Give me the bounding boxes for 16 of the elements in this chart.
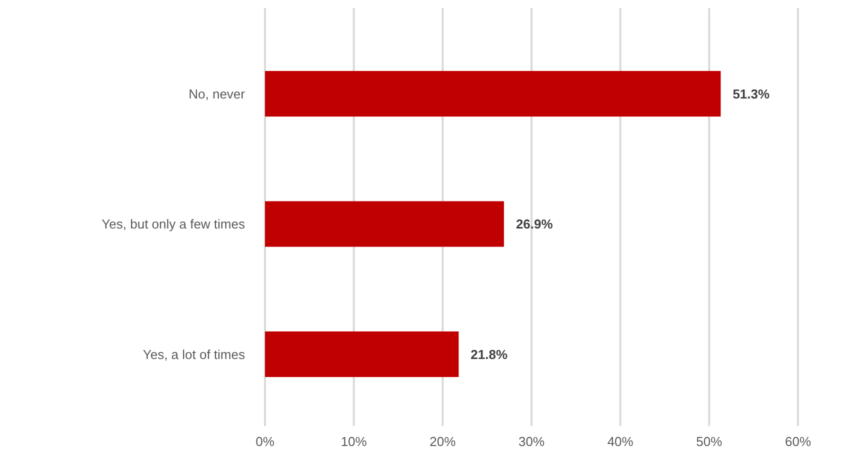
y-tick-label: Yes, but only a few times [102,216,246,232]
data-label: 26.9% [516,216,554,232]
x-tick-label: 50% [696,434,723,449]
x-tick-label: 20% [430,434,456,449]
data-label: 21.8% [470,346,508,362]
bar [265,331,459,378]
x-tick-label: 30% [518,434,545,449]
bar [265,70,721,117]
x-tick-label: 10% [340,434,368,449]
y-tick-label: Yes, a lot of times [142,346,246,362]
x-tick-label: 60% [784,434,812,449]
data-label: 51.3% [732,86,770,102]
x-tick-label: 0% [256,434,275,449]
x-tick-label: 40% [607,434,634,449]
y-tick-label: No, never [188,86,246,102]
bar [265,201,504,247]
